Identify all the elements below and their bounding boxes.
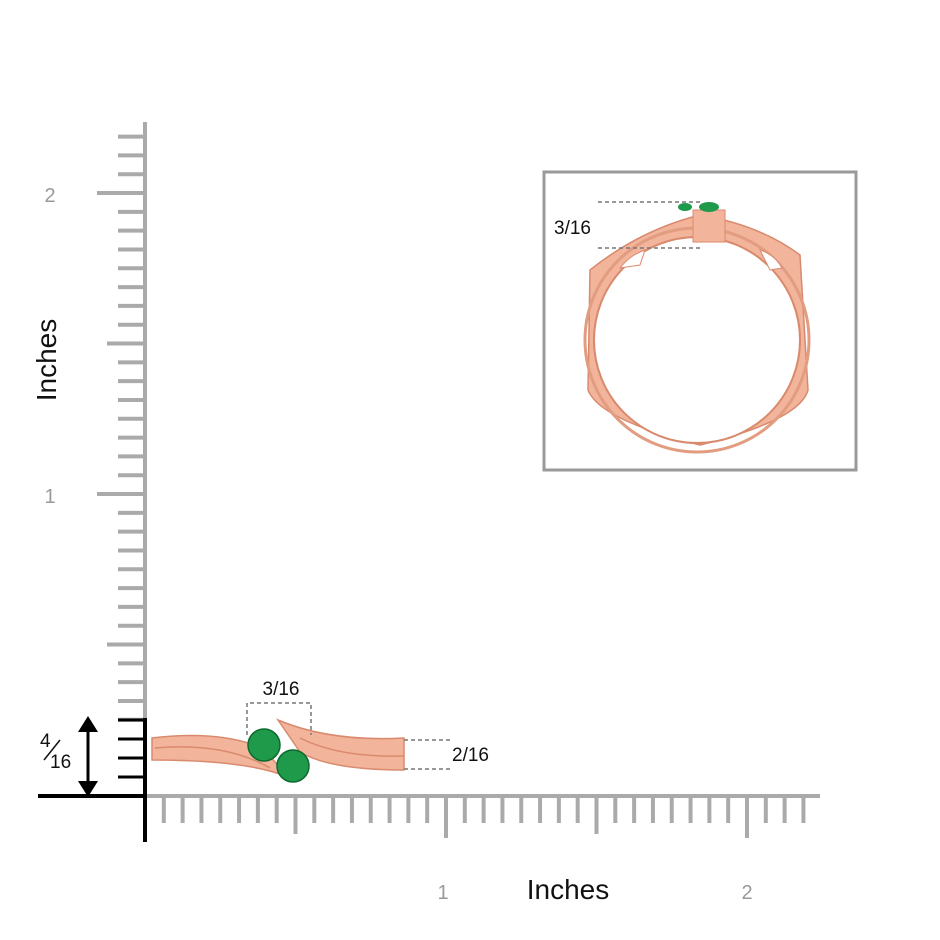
- x-axis-label: Inches: [527, 874, 610, 905]
- top-width-label: 3/16: [263, 679, 300, 700]
- dimension-guides: [246, 702, 450, 770]
- ring-side: [151, 718, 405, 783]
- inset-dimension-label: 3/16: [554, 218, 591, 239]
- y-axis-label: Inches: [31, 319, 62, 402]
- height-denominator: 16: [50, 752, 71, 773]
- ruler-ticks: [97, 122, 820, 838]
- ring-front: [583, 202, 811, 454]
- black-ticks: [118, 718, 145, 779]
- x-tick-label: 1: [437, 882, 448, 904]
- y-tick-label: 1: [44, 486, 55, 508]
- fraction-slash: [43, 739, 61, 761]
- band-height-label: 2/16: [452, 745, 489, 766]
- y-tick-label: 2: [44, 185, 55, 207]
- x-tick-label: 2: [741, 882, 752, 904]
- inset-guides: [598, 201, 700, 249]
- height-numerator: 4: [40, 731, 51, 752]
- height-arrow: [78, 716, 98, 797]
